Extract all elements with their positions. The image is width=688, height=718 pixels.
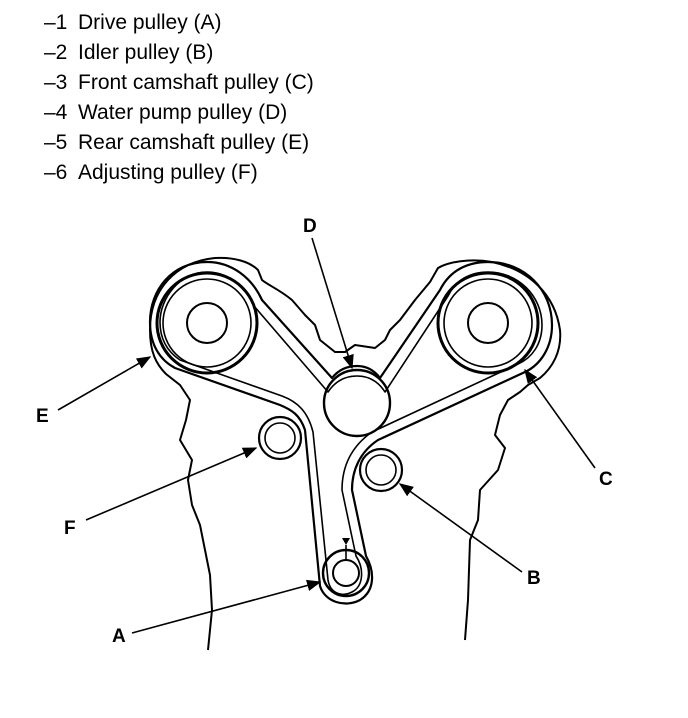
leader-line-a [131,579,322,634]
idler-pulley [358,447,404,493]
legend-item-rear-camshaft-pulley: –5 Rear camshaft pulley (E) [44,128,314,158]
timing-belt [148,260,554,605]
leader-line-d [311,237,354,370]
water-pump-pulley [322,368,392,438]
rear-camshaft-pulley [155,271,259,375]
callout-c: C [599,469,613,490]
legend-number: –1 [44,11,68,34]
legend-item-drive-pulley: –1 Drive pulley (A) [44,8,314,38]
legend-number: –6 [44,161,68,184]
leader-line-e [57,356,152,411]
legend-item-idler-pulley: –2 Idler pulley (B) [44,38,314,68]
front-camshaft-pulley [436,271,540,375]
callout-a: A [112,626,126,647]
callout-e: E [36,406,49,427]
legend-item-front-camshaft-pulley: –3 Front camshaft pulley (C) [44,68,314,98]
legend-item-adjusting-pulley: –6 Adjusting pulley (F) [44,158,314,188]
leader-line-c [524,368,596,469]
timing-mark-icon [342,538,350,545]
legend-label: Drive pulley (A) [78,11,222,34]
callout-b: B [527,568,541,589]
legend-label: Front camshaft pulley (C) [78,71,314,94]
callout-f: F [64,518,76,539]
engine-cover-outline [149,256,562,651]
legend-label: Adjusting pulley (F) [78,161,258,184]
leader-line-b [398,483,523,573]
adjusting-pulley [257,415,303,461]
drive-pulley [321,538,371,598]
leader-lines [57,237,596,634]
legend-number: –4 [44,101,68,124]
legend-label: Idler pulley (B) [78,41,214,64]
legend-label: Rear camshaft pulley (E) [78,131,310,154]
pulley-legend: –1 Drive pulley (A) –2 Idler pulley (B) –3… [44,8,314,188]
callout-d: D [303,216,317,237]
legend-number: –2 [44,41,68,64]
legend-number: –3 [44,71,68,94]
legend-item-water-pump-pulley: –4 Water pump pulley (D) [44,98,314,128]
leader-line-f [85,447,258,521]
legend-number: –5 [44,131,68,154]
legend-label: Water pump pulley (D) [78,101,288,124]
